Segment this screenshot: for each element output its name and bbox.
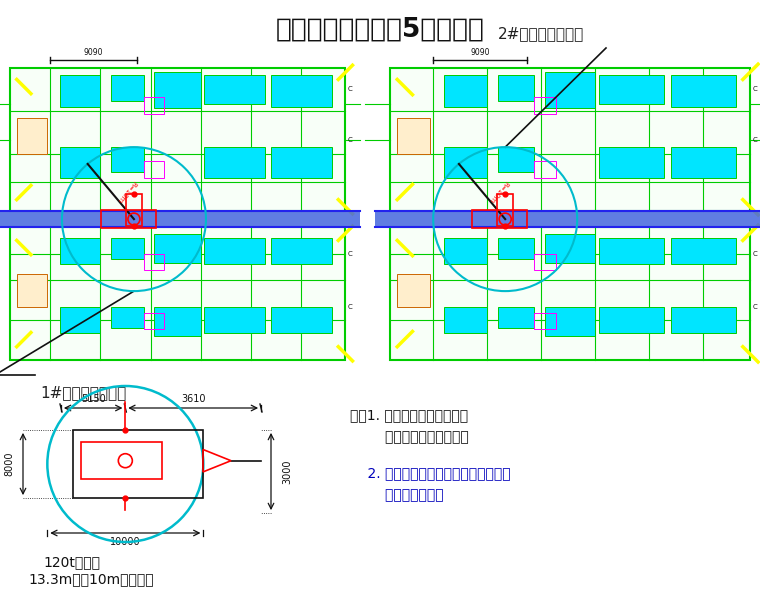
Bar (498, 238, 534, 259)
Bar (10, 68, 345, 211)
Bar (81, 442, 162, 480)
Bar (397, 118, 429, 154)
Bar (545, 72, 595, 108)
Text: C: C (753, 87, 758, 93)
Bar (144, 161, 164, 178)
Bar (10, 227, 345, 360)
Bar (110, 147, 144, 172)
Bar (390, 68, 750, 211)
Bar (545, 234, 595, 263)
Bar (671, 238, 736, 264)
Bar (498, 307, 534, 328)
Bar (671, 307, 736, 334)
Bar (204, 307, 264, 334)
Text: C: C (348, 251, 353, 257)
Bar (144, 314, 164, 329)
Text: 3610: 3610 (181, 394, 205, 404)
Text: 吊装平面图（锌锅5片供货）: 吊装平面图（锌锅5片供货） (276, 17, 484, 43)
Bar (671, 147, 736, 178)
Bar (110, 75, 144, 101)
Text: R=10m: R=10m (116, 179, 138, 203)
Bar (60, 147, 100, 178)
Text: C: C (753, 251, 758, 257)
Bar (0, 211, 360, 227)
Text: 夯实、面层施工完成；: 夯实、面层施工完成； (350, 430, 469, 444)
Bar (144, 97, 164, 114)
Text: 9090: 9090 (84, 48, 103, 57)
Text: 全为实心基础。: 全为实心基础。 (350, 488, 444, 502)
Bar (498, 75, 534, 101)
Text: 2. 吊车走行路线上，无地下室孔洞，: 2. 吊车走行路线上，无地下室孔洞， (350, 466, 511, 480)
Bar (599, 307, 663, 334)
Bar (599, 75, 663, 104)
Bar (204, 147, 264, 178)
Bar (73, 430, 203, 498)
Text: 1#热镀锌机组锌锅: 1#热镀锌机组锌锅 (40, 385, 126, 400)
Bar (154, 72, 201, 108)
Bar (126, 194, 142, 226)
Bar (17, 273, 47, 307)
Bar (375, 211, 760, 227)
Bar (599, 238, 663, 264)
Text: 13.3m杆，10m作业半径: 13.3m杆，10m作业半径 (28, 572, 154, 586)
Text: C: C (753, 136, 758, 142)
Bar (154, 234, 201, 263)
Bar (271, 75, 331, 106)
Bar (444, 307, 487, 334)
Bar (60, 75, 100, 106)
Bar (110, 238, 144, 259)
Bar (101, 210, 156, 228)
Text: C: C (753, 304, 758, 310)
Text: 3000: 3000 (282, 459, 292, 484)
Bar (545, 307, 595, 336)
Bar (154, 307, 201, 336)
Text: 8000: 8000 (4, 452, 14, 476)
Bar (444, 238, 487, 264)
Bar (390, 227, 750, 360)
Bar (10, 68, 345, 211)
Bar (472, 210, 527, 228)
Text: 9090: 9090 (470, 48, 489, 57)
Bar (599, 147, 663, 178)
Text: 5150: 5150 (81, 394, 106, 404)
Bar (390, 68, 750, 211)
Bar (60, 238, 100, 264)
Bar (671, 75, 736, 106)
Bar (204, 238, 264, 264)
Bar (60, 307, 100, 334)
Bar (397, 273, 429, 307)
Text: 10000: 10000 (110, 537, 141, 547)
Bar (497, 194, 513, 226)
Bar (17, 118, 47, 154)
Bar (271, 147, 331, 178)
Circle shape (119, 454, 132, 468)
Text: R=10m: R=10m (487, 179, 509, 203)
Bar (390, 227, 750, 360)
Bar (110, 307, 144, 328)
Bar (204, 75, 264, 104)
Bar (144, 254, 164, 270)
Bar (444, 75, 487, 106)
Bar (444, 147, 487, 178)
Bar (534, 161, 556, 178)
Text: C: C (348, 304, 353, 310)
Bar (534, 97, 556, 114)
Text: 120t汽车吊: 120t汽车吊 (43, 555, 100, 569)
Text: 注：1. 吊车行走道路需回填、: 注：1. 吊车行走道路需回填、 (350, 408, 468, 422)
Bar (10, 227, 345, 360)
Bar (534, 314, 556, 329)
Text: 2#热镀锌机组锌锅: 2#热镀锌机组锌锅 (498, 26, 584, 41)
Bar (534, 254, 556, 270)
Bar (498, 147, 534, 172)
Bar (271, 238, 331, 264)
Bar (271, 307, 331, 334)
Text: C: C (348, 87, 353, 93)
Text: C: C (348, 136, 353, 142)
